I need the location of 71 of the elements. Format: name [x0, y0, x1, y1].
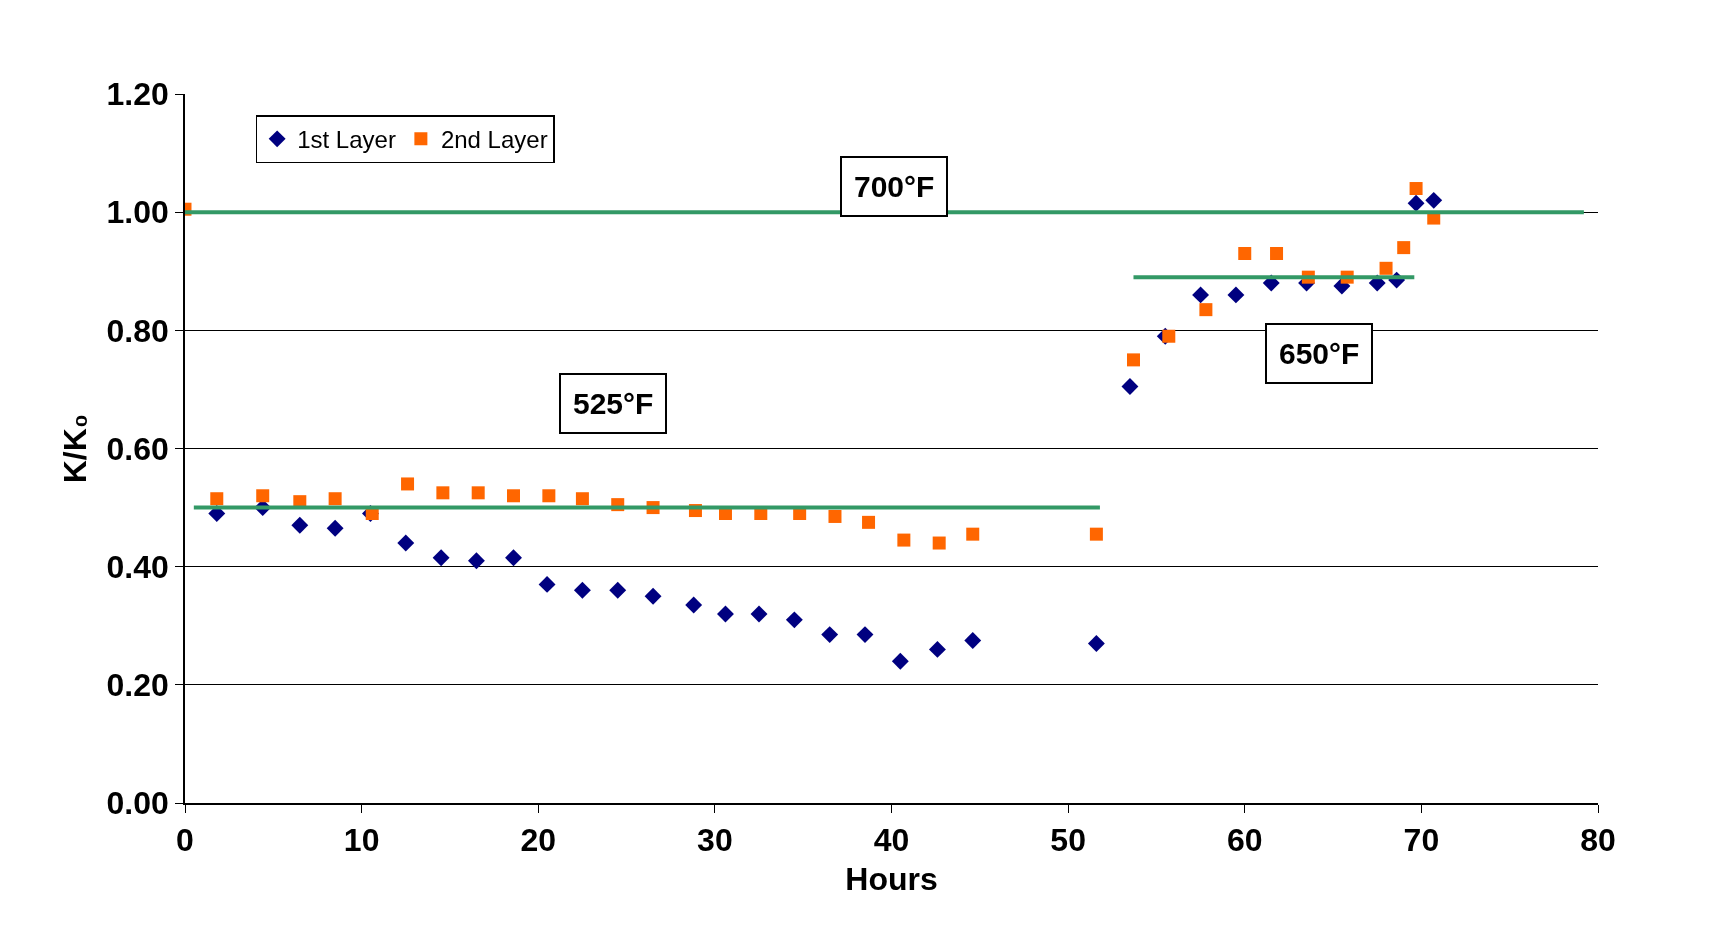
x-tick-label: 50: [1050, 822, 1086, 859]
point: [210, 492, 224, 506]
point: [471, 486, 485, 500]
point: [717, 605, 734, 623]
point: [397, 534, 415, 552]
point: [291, 516, 309, 534]
point: [928, 640, 946, 658]
point: [1397, 241, 1411, 255]
point: [1089, 527, 1103, 541]
point: [609, 581, 627, 599]
point: [432, 549, 450, 567]
legend-label: 1st Layer: [297, 126, 396, 154]
y-axis-title: K/K₀: [57, 413, 94, 484]
point: [856, 626, 874, 644]
point: [573, 581, 591, 599]
point: [750, 605, 768, 623]
x-axis-title: Hours: [845, 860, 938, 897]
point: [542, 489, 556, 503]
point: [1270, 247, 1284, 261]
point: [1227, 286, 1245, 304]
point: [436, 486, 450, 500]
point: [644, 587, 662, 605]
point: [828, 509, 842, 523]
point: [862, 515, 876, 529]
x-tick-label: 60: [1226, 822, 1263, 859]
point: [538, 575, 556, 593]
point: [1192, 286, 1210, 304]
y-tick-label: 1.00: [106, 194, 169, 231]
point: [966, 527, 980, 541]
point: [1087, 635, 1105, 652]
point: [821, 626, 839, 644]
point: [1238, 247, 1252, 261]
point: [1425, 191, 1443, 209]
y-tick-label: 0.20: [106, 667, 169, 704]
point: [467, 552, 485, 570]
point: [326, 519, 344, 537]
y-tick-label: 0.60: [106, 430, 169, 467]
x-tick-label: 80: [1580, 822, 1616, 859]
point: [507, 489, 521, 503]
point: [1409, 182, 1423, 196]
y-tick-label: 0.00: [106, 785, 169, 822]
y-tick-label: 1.20: [106, 76, 169, 113]
x-tick-label: 70: [1403, 822, 1440, 859]
point: [685, 596, 703, 614]
point: [785, 611, 803, 629]
x-tick-label: 10: [343, 822, 380, 859]
point: [891, 652, 909, 670]
point: [1121, 378, 1139, 395]
annotation: 700°F: [854, 170, 935, 203]
x-tick-label: 40: [873, 822, 910, 859]
point: [1407, 194, 1425, 212]
annotation: 525°F: [573, 387, 654, 420]
point: [1199, 303, 1213, 317]
point: [1162, 329, 1176, 343]
point: [1379, 261, 1393, 275]
y-tick-label: 0.40: [106, 548, 169, 585]
legend-label: 2nd Layer: [440, 126, 548, 154]
point: [401, 477, 415, 491]
annotation: 650°F: [1279, 337, 1360, 370]
x-tick-label: 0: [176, 822, 194, 859]
point: [1126, 353, 1140, 367]
point: [328, 492, 342, 506]
point: [256, 489, 270, 503]
point: [964, 632, 982, 649]
y-tick-label: 0.80: [106, 312, 169, 349]
point: [932, 536, 946, 550]
x-tick-label: 20: [520, 822, 557, 859]
x-tick-label: 30: [697, 822, 733, 859]
point: [505, 549, 522, 567]
point: [575, 492, 589, 506]
point: [897, 533, 911, 547]
